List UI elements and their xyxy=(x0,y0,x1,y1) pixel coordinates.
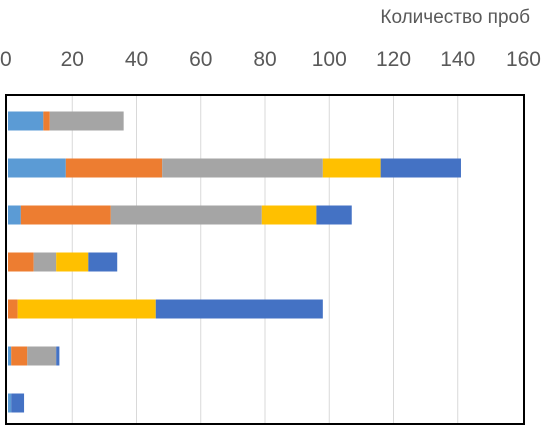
x-tick-label: 120 xyxy=(376,48,411,71)
gridlines xyxy=(71,95,459,424)
bar-segment xyxy=(261,205,317,225)
bar-segment xyxy=(322,158,381,178)
x-tick-label: 100 xyxy=(312,48,347,71)
bar-segment xyxy=(162,158,323,178)
bar-segment xyxy=(11,393,25,413)
bar-segment xyxy=(17,299,156,319)
bar-segment xyxy=(20,205,111,225)
x-tick-label: 140 xyxy=(440,48,475,71)
x-tick-label: 0 xyxy=(0,48,12,71)
bar-segment xyxy=(8,205,21,225)
bar-segment xyxy=(316,205,352,225)
bar-segment xyxy=(380,158,461,178)
bar-segment xyxy=(8,158,66,178)
bar-segment xyxy=(110,205,262,225)
bar-segment xyxy=(49,111,124,131)
bar-segment xyxy=(56,346,60,366)
bars xyxy=(8,111,461,413)
bar-segment xyxy=(65,158,163,178)
bar-segment xyxy=(88,252,118,272)
plot-area-frame xyxy=(5,94,525,425)
x-tick-label: 80 xyxy=(253,48,276,71)
bar-segment xyxy=(11,346,28,366)
bar-segment xyxy=(8,299,18,319)
bar-segment xyxy=(8,252,34,272)
bar-segment xyxy=(33,252,57,272)
bar-segment xyxy=(43,111,50,131)
x-tick-label: 160 xyxy=(506,48,541,71)
x-axis-title: Количество проб xyxy=(380,7,530,28)
x-tick-label: 40 xyxy=(125,48,148,71)
bar-segment xyxy=(8,393,12,413)
bar-segment xyxy=(56,252,89,272)
x-tick-label: 20 xyxy=(61,48,84,71)
bar-segment xyxy=(27,346,57,366)
bar-segment xyxy=(8,111,44,131)
x-tick-label: 60 xyxy=(189,48,212,71)
x-axis-ticks: 0 20 40 60 80 100 120 140 160 xyxy=(0,48,541,71)
bar-segment xyxy=(8,346,12,366)
bar-segment xyxy=(155,299,323,319)
